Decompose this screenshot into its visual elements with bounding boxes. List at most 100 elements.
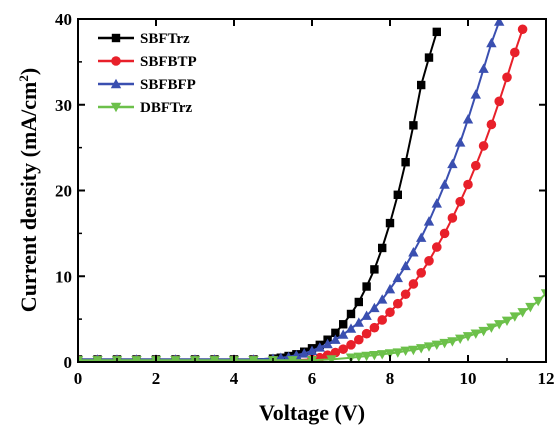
data-point <box>408 247 419 257</box>
y-tick-label: 10 <box>55 267 72 286</box>
series-sbfbfp <box>78 19 505 362</box>
legend-label: SBFBFP <box>140 77 196 93</box>
data-point <box>517 24 528 35</box>
series-line <box>78 31 438 361</box>
legend-item: SBFBFP <box>98 77 196 93</box>
data-point <box>393 298 403 309</box>
data-point <box>331 328 340 338</box>
data-point <box>377 350 388 360</box>
data-point <box>209 356 220 362</box>
legend-marker <box>110 102 122 113</box>
data-point <box>455 334 466 345</box>
data-point <box>417 80 426 90</box>
data-point <box>447 213 458 223</box>
data-point <box>377 315 388 325</box>
data-point <box>326 355 337 362</box>
data-point <box>470 89 481 99</box>
data-point <box>385 218 395 228</box>
data-point <box>501 316 513 327</box>
data-point <box>423 216 435 226</box>
data-point <box>362 282 371 291</box>
data-point <box>377 294 388 304</box>
legend-marker <box>111 56 121 66</box>
legend: SBFTrz SBFBTP SBFBFP DBFTrz <box>98 31 197 116</box>
y-axis-title-sup: 2 <box>16 75 31 82</box>
data-point <box>369 350 380 361</box>
data-point <box>431 198 442 208</box>
data-point <box>400 260 411 271</box>
data-point <box>299 348 310 358</box>
x-tick-label: 2 <box>152 369 161 388</box>
data-point <box>423 342 435 352</box>
data-point <box>370 265 379 274</box>
ticks-layer: 0 2 4 6 8 10 12 0 10 20 30 40 <box>55 10 555 388</box>
data-point <box>393 190 402 199</box>
data-point <box>471 160 481 171</box>
series-line <box>78 21 501 361</box>
data-point <box>486 119 497 130</box>
data-point <box>345 323 357 333</box>
data-point <box>525 302 536 313</box>
data-point <box>439 179 450 189</box>
data-point <box>306 345 318 356</box>
data-point <box>455 137 466 147</box>
data-point <box>401 158 410 167</box>
x-tick-label: 6 <box>308 369 317 388</box>
data-point <box>510 47 520 58</box>
legend-item: SBFBTP <box>98 54 197 70</box>
data-point <box>486 37 497 48</box>
data-point <box>369 302 380 313</box>
data-point <box>408 279 419 289</box>
data-point <box>345 353 357 362</box>
data-point <box>486 323 497 333</box>
data-point <box>533 296 544 307</box>
x-tick-label: 4 <box>230 369 239 388</box>
data-point <box>439 338 450 349</box>
x-axis-title: Voltage (V) <box>259 400 365 425</box>
data-point <box>361 328 372 339</box>
y-tick-label: 40 <box>55 10 72 29</box>
data-point <box>432 27 441 37</box>
y-tick-label: 20 <box>55 182 72 201</box>
x-tick-label: 12 <box>538 369 555 388</box>
data-point <box>354 297 363 307</box>
data-point <box>517 308 528 318</box>
data-point <box>400 346 411 357</box>
data-point <box>131 356 142 362</box>
y-axis-title: Current density (mA/cm2) <box>16 68 41 312</box>
data-point <box>338 329 349 339</box>
data-point <box>416 344 427 354</box>
data-point <box>478 63 489 73</box>
data-point <box>494 320 505 330</box>
data-point <box>463 179 473 190</box>
data-point <box>353 352 364 362</box>
data-point <box>339 320 348 329</box>
y-axis-title-main: Current density (mA/cm <box>16 82 41 313</box>
data-point <box>470 329 481 339</box>
data-point <box>424 53 434 62</box>
data-point <box>384 283 396 294</box>
legend-label: SBFTrz <box>140 31 190 47</box>
legend-item: SBFTrz <box>98 31 190 47</box>
data-point <box>455 196 466 207</box>
data-point <box>494 19 505 26</box>
data-point <box>416 268 427 278</box>
series-line <box>78 292 546 362</box>
y-tick-label: 30 <box>55 96 72 115</box>
data-point <box>384 349 396 359</box>
data-point <box>392 272 403 283</box>
data-point <box>330 334 341 344</box>
data-point <box>462 114 474 124</box>
x-tick-label: 10 <box>460 369 477 388</box>
legend-label: SBFBTP <box>140 54 197 70</box>
data-point <box>432 242 442 252</box>
data-point <box>346 309 356 319</box>
data-point <box>385 307 395 318</box>
data-point <box>314 342 325 352</box>
data-point <box>478 141 489 151</box>
legend-item: DBFTrz <box>98 100 193 116</box>
data-point <box>462 332 474 342</box>
data-point <box>361 310 372 320</box>
data-point <box>392 348 403 358</box>
data-point <box>378 243 387 253</box>
